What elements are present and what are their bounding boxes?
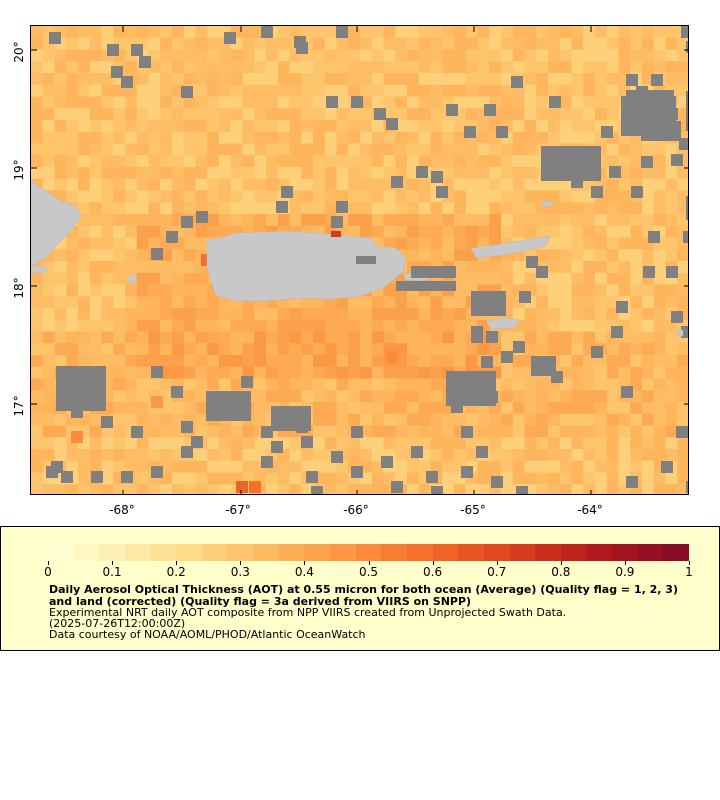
- colorbar-tick-mark: [432, 561, 434, 565]
- small-island-land: [540, 200, 554, 208]
- y-tick-label-18: 18°: [12, 277, 26, 299]
- high-aot-cell: [331, 231, 341, 237]
- legend-timestamp: (2025-07-26T12:00:00Z): [49, 617, 186, 630]
- colorbar-tick-label: 0.3: [230, 565, 250, 579]
- legend-panel: 0 0.1 0.2 0.3 0.4 0.5 0.6 0.7 0.8 0.9 1 Daily Aero…: [0, 526, 720, 651]
- colorbar-swatch: [73, 544, 100, 561]
- colorbar-swatch: [560, 544, 587, 561]
- legend-title: Daily Aerosol Optical Thickness (AOT) at…: [49, 583, 678, 608]
- virgin-islands-land: [470, 235, 552, 259]
- colorbar-swatch: [406, 544, 433, 561]
- colorbar-swatch: [48, 544, 74, 561]
- colorbar-tick-label: 0.4: [294, 565, 314, 579]
- colorbar-tick-label: 0: [44, 565, 52, 579]
- small-island-3-land: [31, 265, 47, 274]
- colorbar-tick-label: 0.1: [102, 565, 122, 579]
- high-aot-cell: [236, 481, 248, 493]
- hispaniola-land: [31, 180, 82, 267]
- x-tick-label-minus65: -65°: [460, 503, 486, 517]
- colorbar-tick-label: 0.7: [487, 565, 507, 579]
- coastal-no-data: [396, 281, 456, 291]
- colorbar-swatch: [278, 544, 305, 561]
- colorbar-swatch: [458, 544, 484, 561]
- colorbar-tick-mark: [496, 561, 498, 565]
- colorbar-swatch: [432, 544, 459, 561]
- no-data-cells: [46, 26, 688, 494]
- y-tick-label-20: 20°: [12, 41, 26, 63]
- colorbar-swatch: [535, 544, 561, 561]
- coastal-no-data: [411, 266, 456, 278]
- y-tick-label-17: 17°: [12, 395, 26, 417]
- colorbar-swatch: [304, 544, 331, 561]
- map-plot-area[interactable]: [30, 25, 689, 495]
- colorbar-tick-label: 0.9: [615, 565, 635, 579]
- colorbar-tick-label: 1: [685, 565, 693, 579]
- colorbar-tick-mark: [560, 561, 562, 565]
- colorbar-swatch: [176, 544, 202, 561]
- colorbar-swatch: [355, 544, 382, 561]
- x-tick-label-minus64: -64°: [577, 503, 603, 517]
- colorbar-swatch: [124, 544, 151, 561]
- colorbar-tick-label: 0.2: [166, 565, 186, 579]
- st-croix-land: [485, 317, 522, 330]
- colorbar-swatch: [612, 544, 638, 561]
- colorbar-swatch: [509, 544, 536, 561]
- colorbar-tick-mark: [176, 561, 178, 565]
- colorbar-swatch: [201, 544, 228, 561]
- colorbar-tick-label: 0.5: [358, 565, 379, 579]
- colorbar-swatch: [99, 544, 125, 561]
- coastal-no-data: [356, 256, 376, 264]
- colorbar-tick-mark: [304, 561, 306, 565]
- colorbar-swatch: [586, 544, 613, 561]
- colorbar-swatch: [150, 544, 177, 561]
- colorbar-tick-mark: [689, 561, 690, 565]
- high-aot-cell: [386, 351, 398, 363]
- colorbar-tick-label: 0.6: [423, 565, 443, 579]
- x-tick-label-minus66: -66°: [343, 503, 369, 517]
- colorbar-swatch: [663, 544, 690, 561]
- small-island-2-land: [676, 329, 684, 337]
- x-tick-label-minus67: -67°: [225, 503, 251, 517]
- colorbar-tick-mark: [48, 561, 49, 565]
- aot-map: [31, 26, 688, 494]
- colorbar-tick-mark: [240, 561, 242, 565]
- high-aot-cell: [151, 396, 163, 408]
- mona-island-land: [127, 274, 138, 284]
- colorbar-swatch: [330, 544, 356, 561]
- high-aot-cell: [249, 481, 261, 493]
- y-tick-label-19: 19°: [12, 159, 26, 181]
- colorbar-swatch: [381, 544, 407, 561]
- colorbar-tick-label: 0.8: [551, 565, 571, 579]
- colorbar-tick-mark: [112, 561, 114, 565]
- legend-description: Experimental NRT daily AOT composite fro…: [49, 606, 567, 619]
- high-aot-cell: [71, 431, 83, 443]
- colorbar-swatch: [483, 544, 510, 561]
- colorbar-swatch: [637, 544, 664, 561]
- colorbar: [48, 544, 690, 561]
- legend-credit: Data courtesy of NOAA/AOML/PHOD/Atlantic…: [49, 628, 366, 641]
- colorbar-tick-mark: [624, 561, 626, 565]
- x-tick-label-minus68: -68°: [109, 503, 135, 517]
- colorbar-swatch: [253, 544, 279, 561]
- colorbar-tick-mark: [368, 561, 370, 565]
- axis-ticks: [31, 26, 688, 494]
- colorbar-swatch: [227, 544, 254, 561]
